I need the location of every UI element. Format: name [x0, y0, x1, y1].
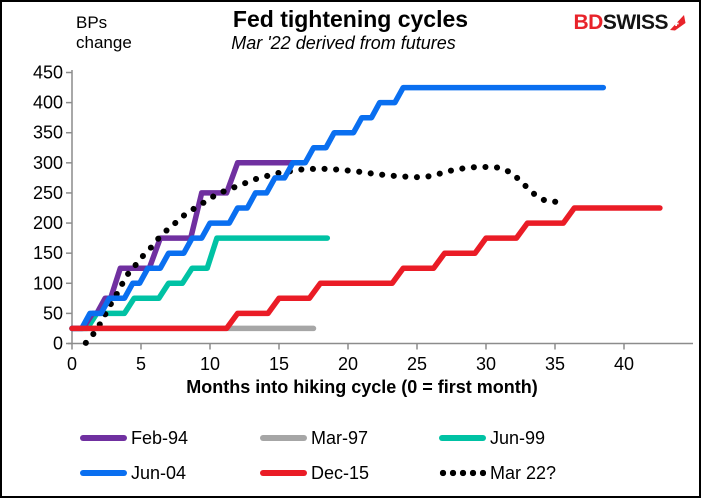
y-axis-unit-label: BPs change	[76, 13, 132, 52]
bdswiss-logo: BD SWISS	[573, 11, 688, 35]
x-tick-label: 20	[338, 354, 358, 374]
legend-label: Feb-94	[131, 427, 189, 448]
legend-item-dec-15: Dec-15	[260, 462, 370, 483]
x-tick-label: 0	[67, 354, 77, 374]
x-tick-label: 10	[200, 354, 220, 374]
logo-text-bd: BD	[573, 11, 603, 34]
x-tick-label: 15	[269, 354, 289, 374]
chart-subtitle: Mar '22 derived from futures	[231, 33, 456, 53]
x-tick-label: 35	[545, 354, 565, 374]
legend-item-jun-04: Jun-04	[80, 462, 187, 483]
legend-label: Mar 22?	[490, 462, 557, 483]
legend-label: Jun-99	[490, 427, 546, 448]
legend-swatch	[80, 435, 127, 441]
logo-text-swiss: SWISS	[602, 11, 669, 34]
plot-area: 0 50 100 150 200 250 300 350 400 450 0 5 10 15 20 25 30 3…	[33, 63, 693, 397]
series-line-mar-22-	[82, 164, 561, 346]
series-line-jun-04	[69, 84, 607, 332]
x-tick-label: 5	[136, 354, 146, 374]
y-tick-label: 200	[33, 213, 63, 233]
y-tick-label: 450	[33, 63, 63, 83]
series-line-jun-99	[69, 235, 331, 332]
legend-label: Mar-97	[311, 427, 369, 448]
legend-item-mar-22-: Mar 22?	[439, 462, 557, 483]
x-tick-label: 30	[476, 354, 496, 374]
y-tick-label: 150	[33, 243, 63, 263]
y-tick-label: 350	[33, 123, 63, 143]
y-tick-label: 100	[33, 273, 63, 293]
x-tick-label: 25	[407, 354, 427, 374]
legend-swatch	[439, 469, 486, 477]
series-line-dec-15	[69, 205, 663, 332]
chart-title: Fed tightening cycles	[232, 6, 469, 32]
legend-label: Dec-15	[311, 462, 370, 483]
x-tick-label: 40	[614, 354, 634, 374]
legend-item-jun-99: Jun-99	[439, 427, 546, 448]
legend-swatch	[260, 470, 307, 476]
legend-swatch	[80, 470, 127, 476]
legend-swatch	[439, 435, 486, 441]
y-tick-label: 300	[33, 153, 63, 173]
y-tick-label: 50	[43, 303, 63, 323]
swiss-arrow-icon	[670, 14, 686, 30]
legend: Feb-94 Mar-97 Jun-99 Jun-04 Dec-15 Mar 22?	[2, 423, 699, 493]
y-tick-label: 250	[33, 183, 63, 203]
y-tick-label: 0	[53, 334, 63, 354]
legend-swatch	[260, 435, 307, 441]
y-tick-label: 400	[33, 93, 63, 113]
x-axis-title: Months into hiking cycle (0 = first mont…	[186, 377, 538, 397]
legend-label: Jun-04	[131, 462, 187, 483]
legend-item-mar-97: Mar-97	[260, 427, 369, 448]
legend-item-feb-94: Feb-94	[80, 427, 189, 448]
